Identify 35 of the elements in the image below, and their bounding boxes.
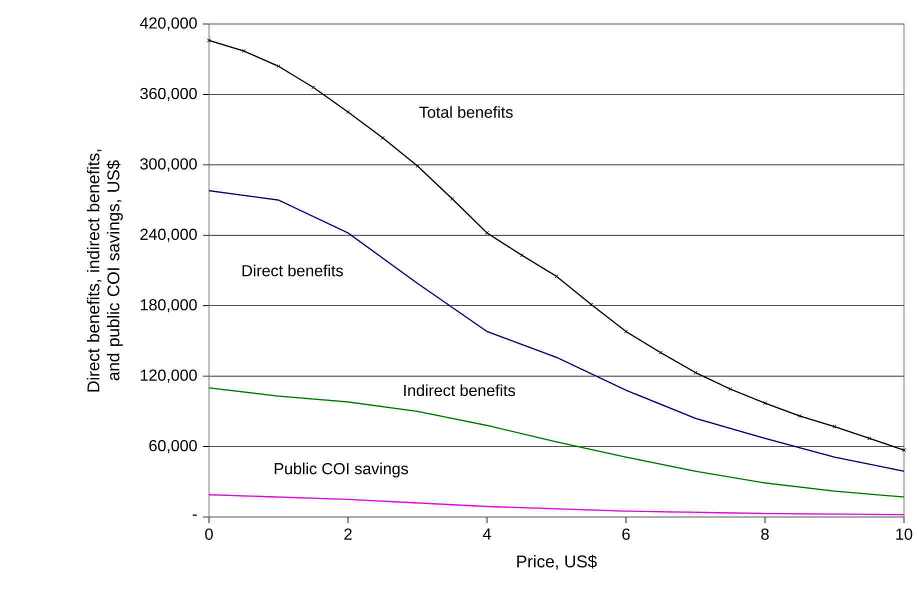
series-label: Direct benefits xyxy=(242,264,343,276)
point xyxy=(554,274,558,278)
series-label: Indirect benefits xyxy=(404,384,516,396)
y-axis-title: Direct benefits, indirect benefits, and public COI savings, US$ xyxy=(86,150,123,392)
y-tick-label: 360,000 xyxy=(140,88,197,102)
point xyxy=(242,49,246,53)
y-tick-label: 420,000 xyxy=(140,17,197,31)
x-tick-label: 10 xyxy=(896,528,912,540)
y-tick-label: 300,000 xyxy=(140,158,197,172)
point xyxy=(485,231,489,235)
x-tick-label: 4 xyxy=(482,528,491,540)
line-series xyxy=(209,494,904,516)
x-tick-label: 2 xyxy=(344,528,352,540)
point xyxy=(798,414,802,418)
point xyxy=(311,86,316,90)
series-label: Public COI savings xyxy=(274,462,408,478)
point xyxy=(728,387,732,391)
point xyxy=(589,302,594,306)
y-tick-label: 240,000 xyxy=(140,228,197,242)
point xyxy=(694,370,698,374)
x-tick-label: 6 xyxy=(622,528,630,540)
point xyxy=(832,424,836,428)
x-tick-label: 8 xyxy=(761,528,769,540)
y-tick-label: - xyxy=(192,514,197,516)
point xyxy=(658,350,663,355)
text: Total benefits xyxy=(419,106,513,118)
point xyxy=(380,136,385,140)
x-tick-label: 0 xyxy=(205,528,213,540)
point xyxy=(276,64,280,68)
y-tick-label: 120,000 xyxy=(140,370,197,383)
point xyxy=(867,436,872,440)
point xyxy=(763,401,767,405)
x-axis-title: Price, US$ xyxy=(517,554,597,570)
y-tick-label: 180,000 xyxy=(140,299,197,312)
y-tick-label: 60,000 xyxy=(149,440,197,454)
